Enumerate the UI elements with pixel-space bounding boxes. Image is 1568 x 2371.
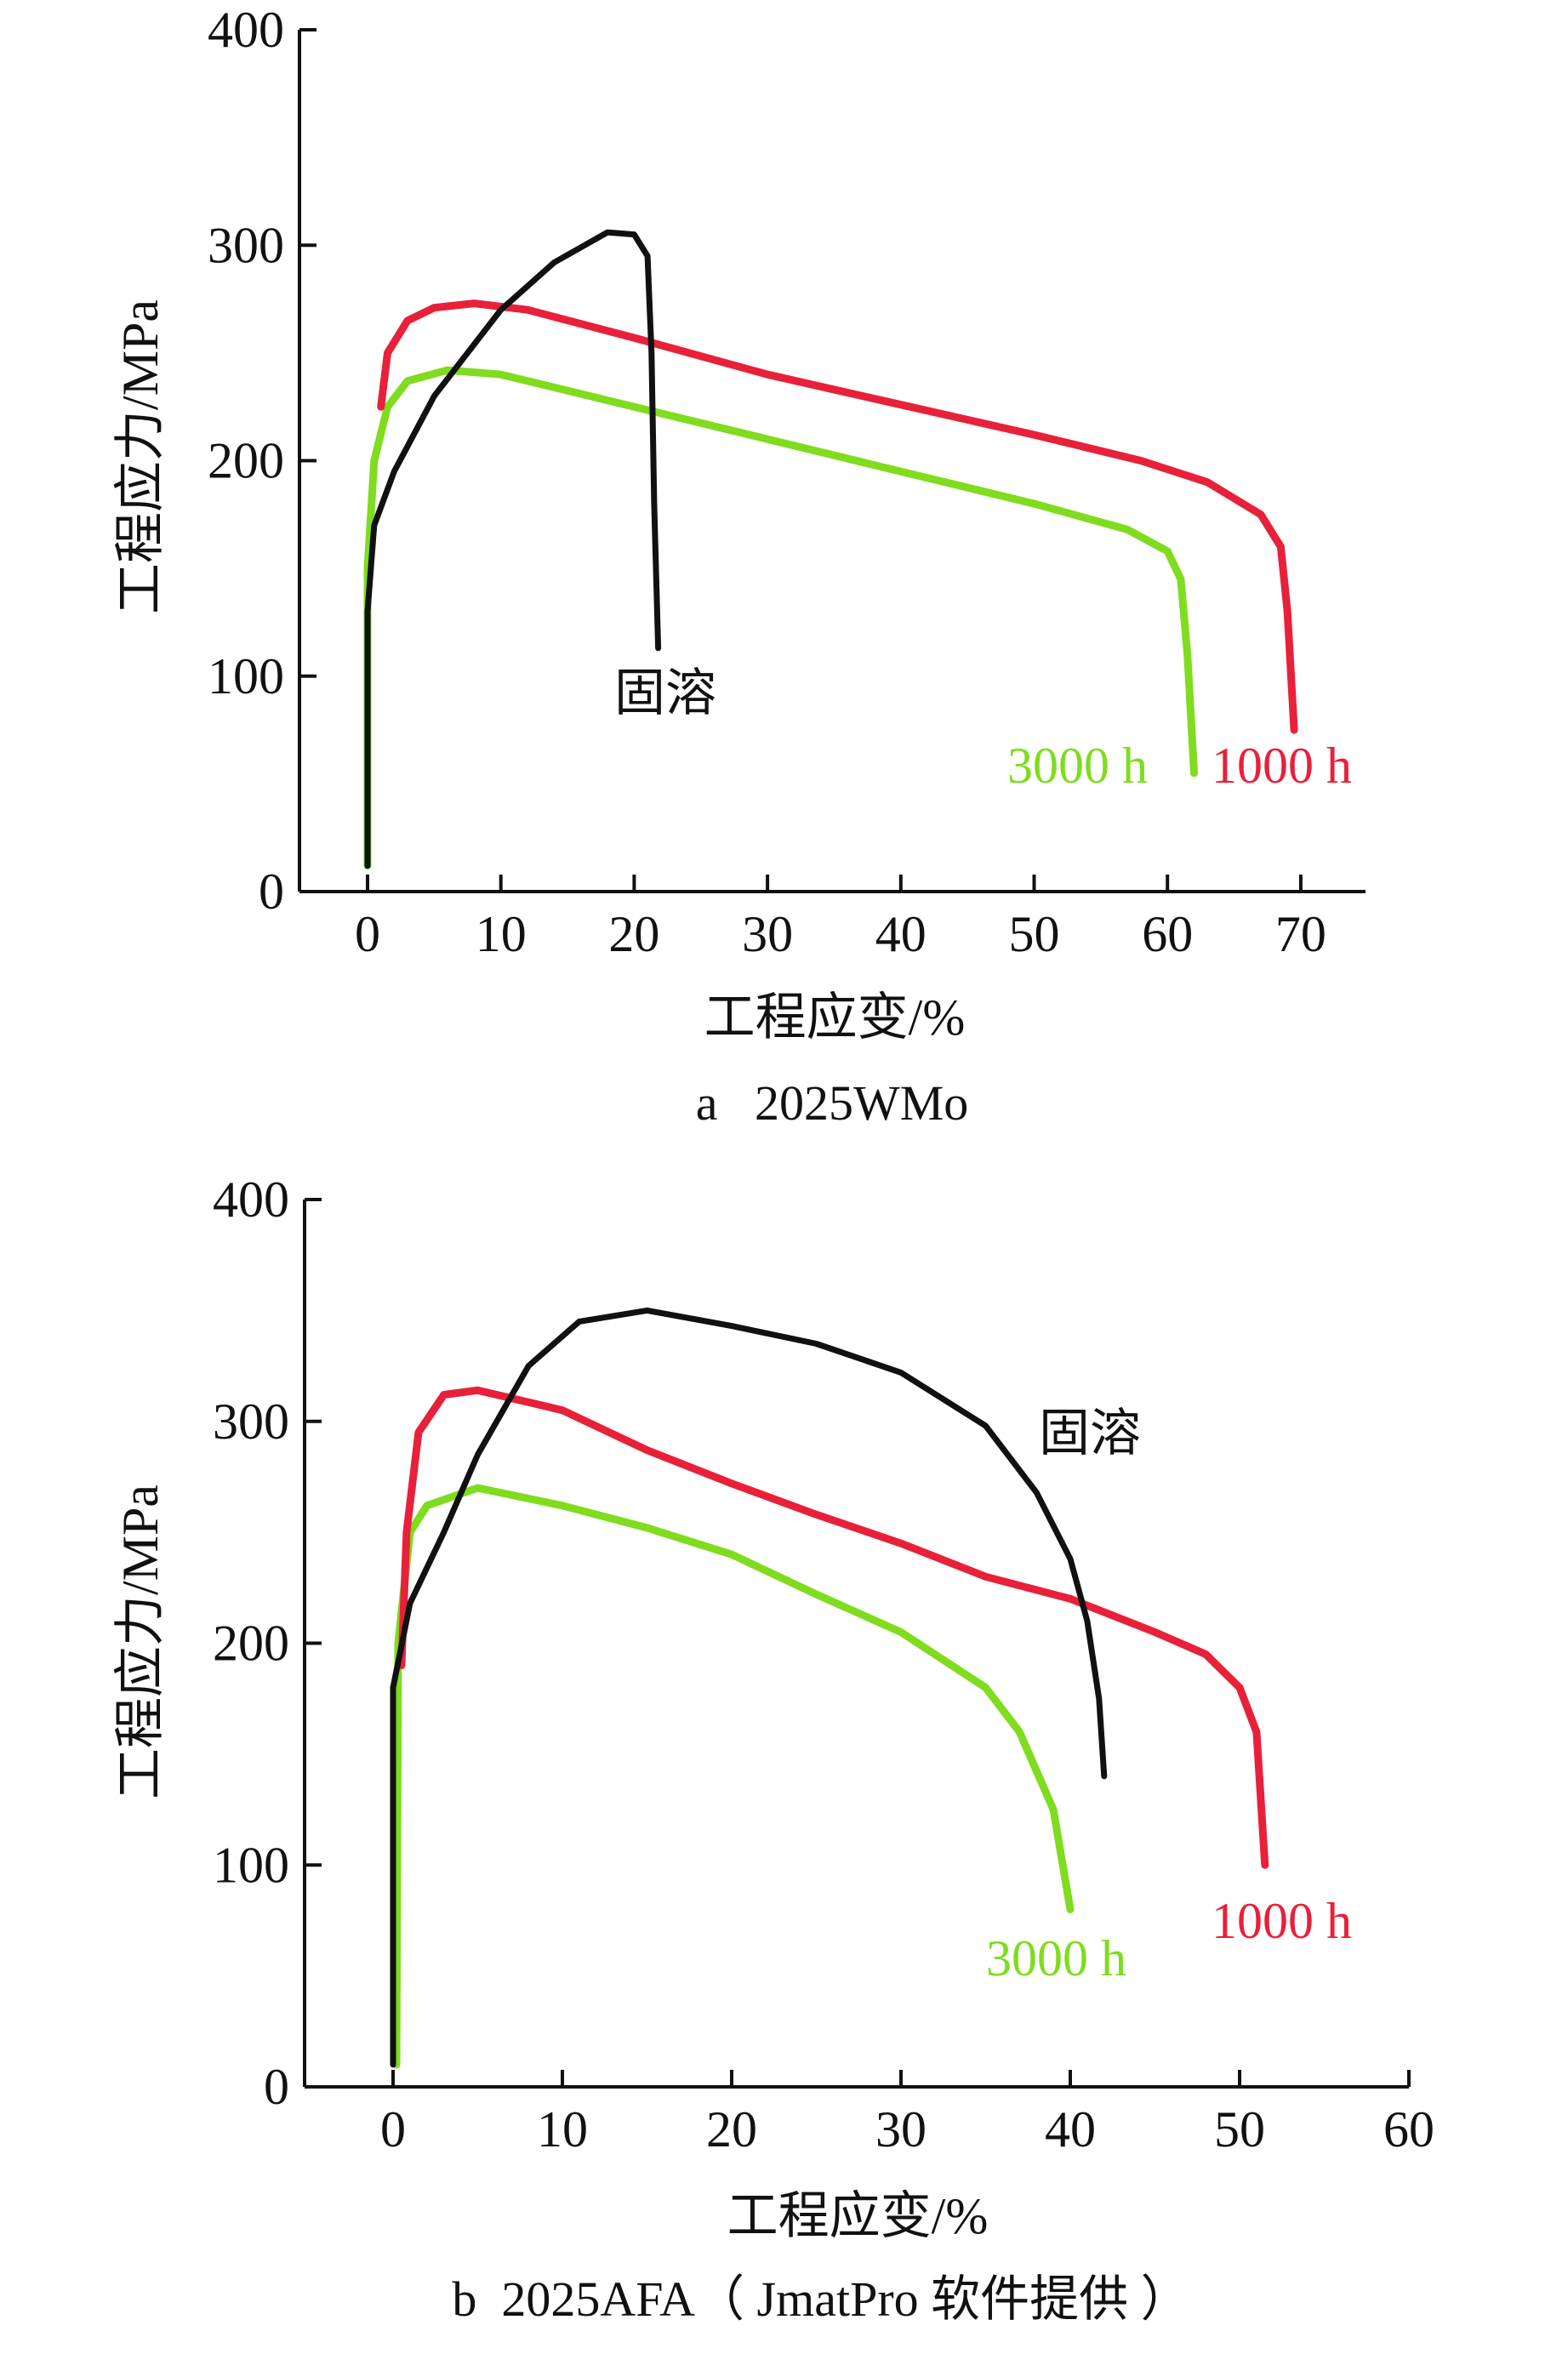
series-line-3000h bbox=[392, 1484, 1075, 2069]
x-axis-label: 工程应变/% bbox=[727, 2188, 989, 2244]
y-tick-label: 400 bbox=[213, 1171, 289, 1228]
y-tick-label: 0 bbox=[264, 2059, 289, 2115]
x-tick-label: 60 bbox=[1383, 2101, 1434, 2157]
y-tick-label: 200 bbox=[213, 1616, 289, 1672]
x-tick-label: 60 bbox=[1142, 906, 1193, 962]
x-tick-label: 10 bbox=[537, 2101, 588, 2157]
y-tick-label: 300 bbox=[208, 217, 284, 273]
series-line-固溶 bbox=[364, 229, 662, 869]
y-tick-label: 300 bbox=[213, 1394, 289, 1450]
x-tick-label: 0 bbox=[355, 906, 380, 962]
series-line-3000h bbox=[363, 366, 1198, 870]
series-line-1000h bbox=[377, 299, 1298, 734]
annotation-1000h: 1000 h bbox=[1212, 1893, 1352, 1949]
x-tick-label: 30 bbox=[742, 906, 793, 962]
x-tick-label: 20 bbox=[706, 2101, 757, 2157]
y-tick-label: 100 bbox=[213, 1837, 289, 1893]
x-tick-label: 40 bbox=[1045, 2101, 1096, 2157]
chart-a: 0 100 200 300 400 0 10 20 30 40 50 60 70 固溶 3000 h 1… bbox=[112, 2, 1366, 1131]
annotation-3000h: 3000 h bbox=[986, 1930, 1126, 1986]
x-tick-label: 50 bbox=[1009, 906, 1060, 962]
x-tick-label: 0 bbox=[380, 2101, 406, 2157]
annotation-1000h: 1000 h bbox=[1212, 738, 1352, 794]
x-tick-label: 40 bbox=[875, 906, 927, 962]
annotation-solution: 固溶 bbox=[1039, 1405, 1141, 1462]
x-tick-label: 30 bbox=[875, 2101, 927, 2157]
annotation-solution: 固溶 bbox=[614, 665, 716, 721]
x-tick-label: 10 bbox=[476, 906, 527, 962]
y-tick-label: 200 bbox=[208, 433, 284, 489]
y-axis-label: 工程应力/MPa bbox=[112, 1485, 168, 1799]
y-tick-label: 100 bbox=[208, 648, 284, 704]
caption: a 2025WMo bbox=[696, 1075, 969, 1131]
x-tick-label: 50 bbox=[1214, 2101, 1265, 2157]
series-line-1000h bbox=[397, 1386, 1269, 1869]
x-tick-label: 70 bbox=[1275, 906, 1326, 962]
x-axis-label: 工程应变/% bbox=[704, 989, 966, 1046]
y-tick-label: 400 bbox=[208, 2, 284, 58]
series-line-固溶 bbox=[390, 1307, 1108, 2068]
annotation-3000h: 3000 h bbox=[1007, 738, 1148, 794]
y-tick-label: 0 bbox=[259, 863, 284, 920]
caption: b 2025AFA（ JmatPro 软件提供 ） bbox=[452, 2271, 1189, 2327]
chart-b: 0 100 200 300 400 0 10 20 30 40 50 60 固溶 1000 h 300… bbox=[112, 1171, 1434, 2327]
x-tick-label: 20 bbox=[608, 906, 659, 962]
y-axis-label: 工程应力/MPa bbox=[112, 299, 168, 614]
